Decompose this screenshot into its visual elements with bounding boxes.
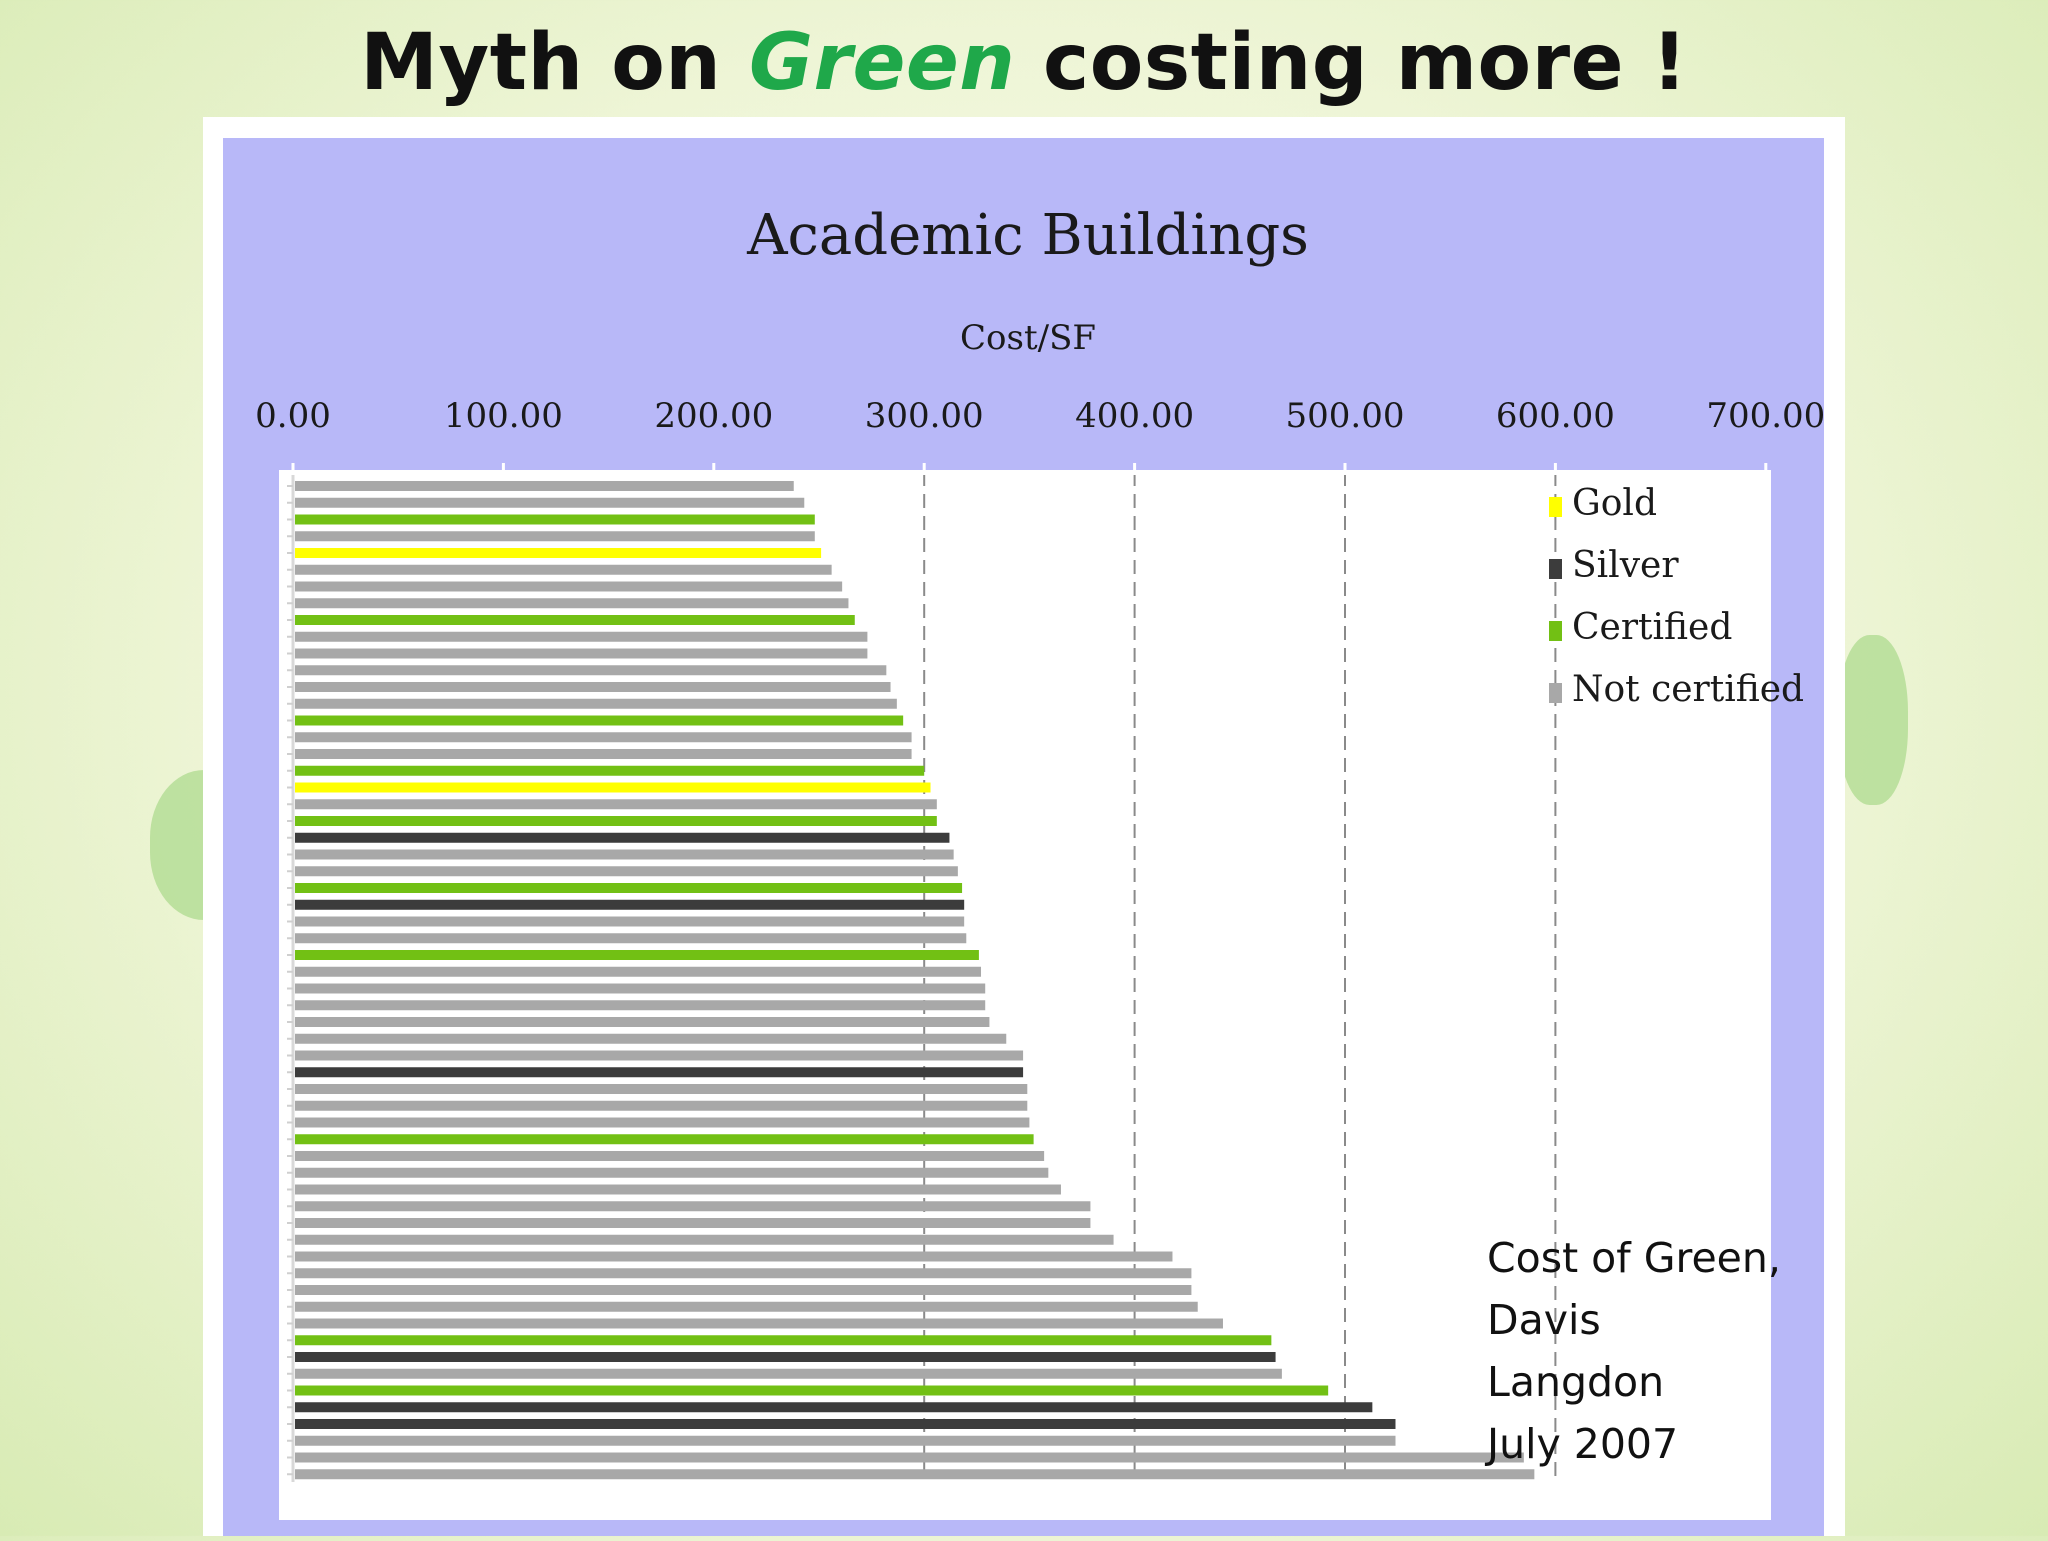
legend: Gold Silver Certified Not certified (1549, 483, 1804, 710)
bar-not-certified (295, 1100, 1028, 1111)
bar-not-certified (295, 581, 843, 592)
x-axis-label: Cost/SF (960, 318, 1096, 358)
bar-not-certified (295, 1184, 1061, 1195)
gridlines (291, 472, 1557, 1482)
bar-not-certified (295, 983, 986, 994)
bar-not-certified (295, 1318, 1223, 1329)
bar-certified (295, 514, 815, 525)
bar-not-certified (295, 1050, 1024, 1061)
bar-silver (295, 1352, 1276, 1362)
bar-certified (295, 1335, 1272, 1346)
x-tick-label: 500.00 (1286, 396, 1405, 436)
academic-buildings-chart: Academic Buildings Cost/SF 0.00 100.00 200… (223, 138, 1825, 1536)
legend-swatch-certified (1549, 621, 1562, 641)
x-tick-label: 100.00 (444, 396, 563, 436)
legend-swatch-silver (1549, 559, 1562, 579)
x-tick-label: 600.00 (1496, 396, 1615, 436)
bar-certified (295, 765, 925, 776)
x-tick-label: 200.00 (654, 396, 773, 436)
bar-not-certified (295, 732, 912, 743)
bar-not-certified (295, 799, 937, 810)
decorative-blob-right (1838, 635, 1908, 805)
legend-label-not-certified: Not certified (1572, 669, 1804, 710)
bars (287, 481, 1535, 1480)
bar-silver (295, 1419, 1396, 1429)
legend-label-certified: Certified (1572, 607, 1732, 648)
bar-not-certified (295, 966, 982, 977)
source-line-2: Davis Langdon (1487, 1296, 1665, 1406)
bar-not-certified (295, 849, 954, 860)
bar-not-certified (295, 531, 815, 542)
bar-not-certified (295, 682, 891, 692)
bar-not-certified (295, 665, 887, 676)
bar-not-certified (295, 1268, 1192, 1279)
x-tick-label: 300.00 (865, 396, 984, 436)
bar-not-certified (295, 1285, 1192, 1295)
x-tick-label: 400.00 (1075, 396, 1194, 436)
bar-not-certified (295, 866, 958, 877)
bar-certified (295, 715, 904, 726)
legend-swatch-not-certified (1549, 683, 1562, 703)
bar-certified (295, 1385, 1329, 1396)
bar-not-certified (295, 598, 849, 609)
bar-not-certified (295, 1251, 1173, 1262)
bar-not-certified (295, 497, 805, 508)
bar-not-certified (295, 1234, 1114, 1245)
bar-not-certified (295, 1218, 1091, 1228)
bar-certified (295, 950, 979, 960)
bar-not-certified (295, 1117, 1030, 1128)
legend-swatch-gold (1549, 497, 1562, 517)
bar-not-certified (295, 916, 965, 927)
source-citation: Cost of Green, Davis Langdon July 2007 (1487, 1227, 1787, 1475)
bar-not-certified (295, 933, 967, 944)
x-tick-label: 0.00 (255, 396, 331, 436)
legend-label-gold: Gold (1572, 483, 1657, 524)
bar-not-certified (295, 1000, 986, 1011)
x-tick-label: 700.00 (1706, 396, 1825, 436)
bar-silver (295, 1067, 1024, 1078)
bar-certified (295, 615, 855, 625)
bar-certified (295, 1134, 1034, 1145)
bar-not-certified (295, 1301, 1198, 1312)
bar-not-certified (295, 1033, 1007, 1044)
bar-not-certified (295, 481, 794, 491)
slide-title-end: costing more ! (1015, 18, 1688, 108)
bar-gold (295, 782, 931, 793)
bar-certified (295, 883, 963, 893)
bar-not-certified (295, 1469, 1535, 1480)
chart-frame: Academic Buildings Cost/SF 0.00 100.00 200… (203, 117, 1845, 1536)
slide-title-start: Myth on (360, 18, 749, 108)
slide-title-highlight: Green (748, 18, 1016, 108)
bar-not-certified (295, 631, 868, 642)
bar-not-certified (295, 1435, 1396, 1446)
bar-certified (295, 816, 937, 826)
bar-not-certified (295, 648, 868, 659)
bar-silver (295, 899, 965, 910)
bar-not-certified (295, 1201, 1091, 1212)
bar-not-certified (295, 564, 832, 575)
chart-title: Academic Buildings (746, 203, 1309, 268)
source-line-3: July 2007 (1487, 1420, 1679, 1468)
bar-not-certified (295, 1084, 1028, 1094)
bar-not-certified (295, 1017, 990, 1027)
bar-gold (295, 548, 822, 558)
bar-not-certified (295, 1368, 1282, 1379)
bar-not-certified (295, 698, 897, 709)
slide-title: Myth on Green costing more ! (0, 18, 2048, 108)
x-axis-ticks: 0.00 100.00 200.00 300.00 400.00 500.00 600.00… (255, 396, 1825, 475)
bar-not-certified (295, 1151, 1045, 1161)
bar-silver (295, 1402, 1373, 1413)
bar-not-certified (295, 1452, 1524, 1463)
legend-label-silver: Silver (1572, 545, 1679, 586)
source-line-1: Cost of Green, (1487, 1234, 1781, 1282)
bar-silver (295, 832, 950, 843)
bar-not-certified (295, 749, 912, 759)
bar-not-certified (295, 1167, 1049, 1178)
